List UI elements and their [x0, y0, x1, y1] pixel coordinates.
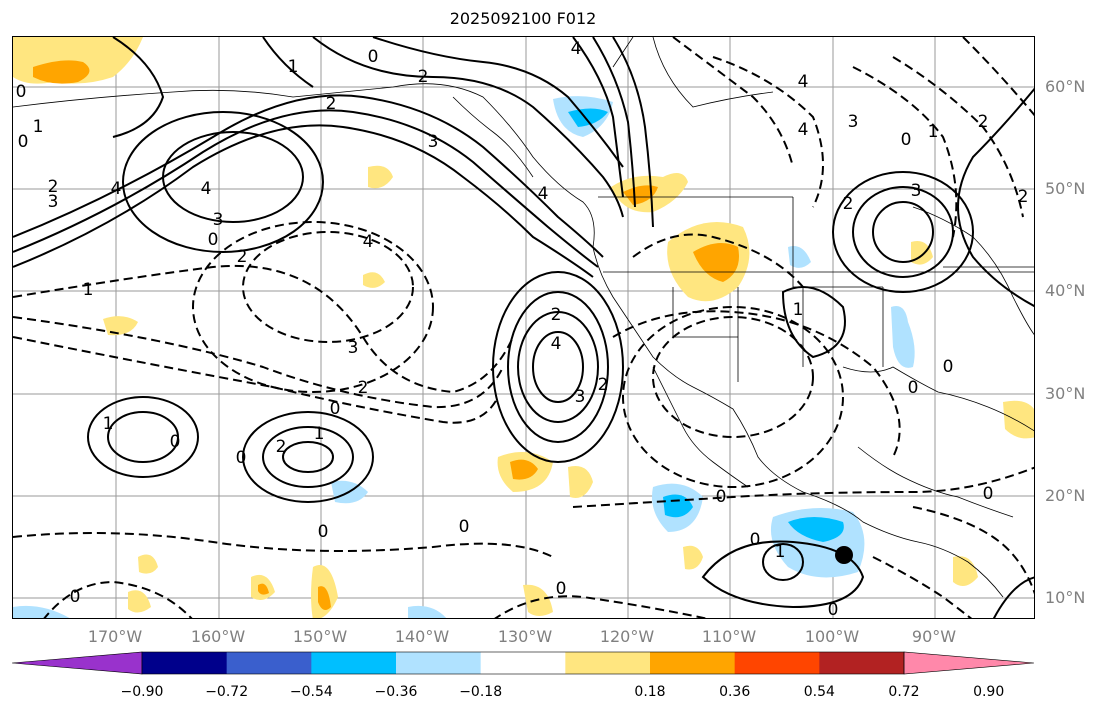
contour-label: 0: [236, 448, 247, 468]
contour-label: 2: [551, 305, 562, 325]
contour-label: 4: [201, 179, 212, 199]
contour-label: 1: [928, 122, 939, 142]
contour-label: 0: [330, 399, 341, 419]
contour-label: 0: [943, 357, 954, 377]
lon-label: 100°W: [804, 627, 860, 646]
contour-label: 0: [901, 130, 912, 150]
colorbar-tick-label: 0.90: [973, 684, 1005, 700]
contour-label: 0: [908, 378, 919, 398]
colorbar-segment: [480, 652, 566, 674]
contour-label: 2: [598, 375, 609, 395]
colorbar-tick-label: −0.90: [120, 684, 164, 700]
contour-label: 0: [318, 522, 329, 542]
contour-label: 0: [170, 432, 181, 452]
map-canvas: 4 4 3 2 3 0 1 2 4 3 2 0 3 1 2 0 2 4 2 4 …: [13, 37, 1034, 619]
colorbar-segment: [396, 652, 482, 674]
contour-label: 4: [798, 72, 809, 92]
contour-label: 3: [213, 210, 224, 230]
colorbar-segment: [565, 652, 651, 674]
contour-label: 3: [848, 112, 859, 132]
lat-label: 60°N: [1045, 77, 1086, 96]
contour-label: 0: [459, 517, 470, 537]
lon-label: 120°W: [599, 627, 655, 646]
colorbar-frame: [141, 651, 905, 675]
map-panel: 4 4 3 2 3 0 1 2 4 3 2 0 3 1 2 0 2 4 2 4 …: [12, 36, 1035, 619]
anomaly-shading: [13, 37, 1034, 618]
coastlines: [13, 37, 1034, 598]
contour-label: 0: [750, 530, 761, 550]
contour-label: 0: [368, 47, 379, 67]
contour-label: 2: [276, 437, 287, 457]
contour-label: 0: [18, 132, 29, 152]
contour-label: 2: [326, 94, 337, 114]
contour-label: 4: [538, 184, 549, 204]
contour-label: 1: [314, 424, 325, 444]
lon-label: 90°W: [911, 627, 957, 646]
contour-label: 4: [551, 334, 562, 354]
lon-label: 150°W: [292, 627, 348, 646]
lon-label: 130°W: [497, 627, 553, 646]
contour-label: 0: [716, 487, 727, 507]
contour-label: 3: [48, 192, 59, 212]
contour-label: 2: [843, 194, 854, 214]
contour-label: 1: [103, 414, 114, 434]
lon-label: 140°W: [394, 627, 450, 646]
lon-label: 170°W: [87, 627, 143, 646]
colorbar-tick-label: 0.18: [634, 684, 666, 700]
contour-label: 0: [16, 82, 27, 102]
contour-label: 4: [363, 232, 374, 252]
contour-label: 3: [911, 181, 922, 201]
colorbar-extension-low: [12, 651, 143, 675]
contour-label: 0: [828, 600, 839, 619]
contour-labels: 4 4 3 2 3 0 1 2 4 3 2 0 3 1 2 0 2 4 2 4 …: [16, 39, 1029, 619]
contour-label: 4: [111, 179, 122, 199]
lat-label: 40°N: [1045, 281, 1086, 300]
colorbar-tick-label: −0.36: [374, 684, 418, 700]
lat-label: 30°N: [1045, 384, 1086, 403]
contour-label: 4: [571, 39, 582, 59]
contour-label: 2: [1018, 187, 1029, 207]
colorbar-segment: [819, 652, 905, 674]
colorbar-tick-label: −0.72: [205, 684, 249, 700]
lon-label: 110°W: [701, 627, 757, 646]
contour-label: 1: [793, 300, 804, 320]
contour-label: 2: [418, 67, 429, 87]
colorbar-tick-label: −0.18: [459, 684, 503, 700]
colorbar-tick-label: −0.54: [289, 684, 333, 700]
contour-label: 3: [348, 338, 359, 358]
colorbar: [12, 651, 1035, 675]
lat-label: 20°N: [1045, 486, 1086, 505]
contour-label: 4: [798, 120, 809, 140]
colorbar-segment: [311, 652, 397, 674]
contour-label: 1: [83, 280, 94, 300]
contour-label: 2: [48, 177, 59, 197]
colorbar-segment: [142, 652, 228, 674]
contour-label: 0: [556, 579, 567, 599]
contour-label: 3: [428, 132, 439, 152]
contour-label: 1: [775, 542, 786, 562]
contour-label: 2: [978, 112, 989, 132]
colorbar-extension-high: [903, 651, 1035, 675]
contour-label: 3: [575, 387, 586, 407]
lon-label: 160°W: [190, 627, 246, 646]
colorbar-segment: [650, 652, 736, 674]
lat-label: 10°N: [1045, 588, 1086, 607]
contour-label: 0: [983, 484, 994, 504]
contour-label: 1: [288, 57, 299, 77]
colorbar-tick-label: 0.72: [888, 684, 920, 700]
colorbar-segment: [734, 652, 820, 674]
contour-label: 1: [33, 117, 44, 137]
lat-label: 50°N: [1045, 179, 1086, 198]
contour-label: 2: [237, 247, 248, 267]
colorbar-tick-label: 0.54: [803, 684, 835, 700]
contour-label: 2: [358, 378, 369, 398]
contour-label: 0: [70, 587, 81, 607]
negative-contours: [13, 37, 1034, 618]
map-title: 2025092100 F012: [449, 9, 597, 28]
colorbar-tick-label: 0.36: [719, 684, 751, 700]
positive-contours: [13, 37, 1034, 618]
colorbar-segment: [226, 652, 312, 674]
contour-label: 0: [208, 230, 219, 250]
storm-center-marker: [835, 546, 853, 564]
